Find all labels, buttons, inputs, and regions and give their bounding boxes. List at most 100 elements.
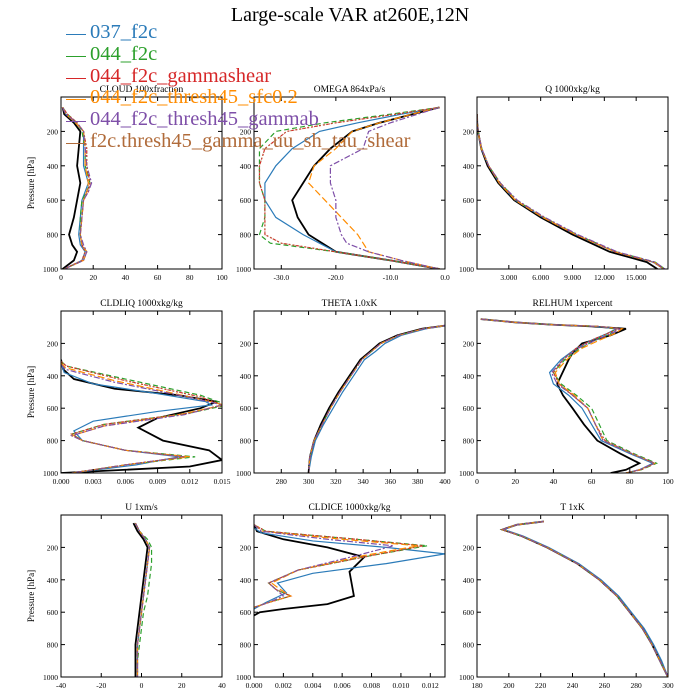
series-line [307, 324, 445, 473]
y-tick-label: 800 [463, 641, 475, 650]
y-tick-label: 1000 [459, 469, 474, 478]
panel-title: CLDLIQ 1000xkg/kg [100, 299, 183, 309]
legend-swatch [66, 99, 86, 101]
legend-label: 044_f2c [90, 42, 158, 65]
y-tick-label: 400 [240, 372, 252, 381]
y-tick-label: 200 [240, 339, 252, 348]
y-axis-label: Pressure [hPa] [26, 366, 36, 418]
y-tick-label: 400 [47, 576, 59, 585]
series-line [62, 106, 91, 269]
y-tick-label: 1000 [43, 265, 58, 274]
x-tick-label: 260 [599, 681, 611, 690]
plot-frame [60, 96, 223, 270]
series-line [307, 324, 445, 473]
series-line [61, 360, 222, 473]
y-tick-label: 400 [240, 162, 252, 171]
y-tick-label: 800 [47, 641, 59, 650]
y-tick-label: 400 [463, 372, 475, 381]
series-line [62, 107, 93, 269]
legend-label: 044_f2c_thresh45_gammab [90, 108, 319, 131]
y-tick-label: 600 [240, 404, 252, 413]
y-tick-label: 800 [240, 641, 252, 650]
y-tick-label: 200 [47, 543, 59, 552]
x-tick-label: 40 [550, 477, 558, 486]
series-line [480, 318, 657, 473]
x-tick-label: 300 [303, 477, 315, 486]
legend-label: 037_f2c [90, 21, 158, 43]
series-line [254, 524, 424, 608]
series-line [134, 522, 153, 677]
plot-frame [476, 310, 669, 474]
chart-panel: 280 300 320 340 360 380 400 200 400 600 800 1000 THE… [236, 299, 451, 486]
series-line [134, 522, 151, 677]
panel-title: T 1xK [560, 503, 585, 513]
x-tick-label: 60 [154, 273, 162, 282]
x-tick-label: -20 [96, 681, 106, 690]
legend-label: f2c.thresh45_gamma_uu_sh_tau_shear [90, 129, 411, 152]
y-tick-label: 600 [240, 196, 252, 205]
y-axis-label: Pressure [hPa] [26, 157, 36, 209]
x-tick-label: -10.0 [383, 273, 399, 282]
series-line [307, 325, 445, 473]
x-tick-label: -30.0 [273, 273, 289, 282]
x-tick-label: 380 [412, 477, 424, 486]
y-tick-label: 200 [47, 339, 59, 348]
y-tick-label: 1000 [459, 265, 474, 274]
series-line [307, 324, 445, 473]
series-line [61, 359, 222, 473]
panel-title: CLDICE 1000xkg/kg [308, 503, 390, 513]
chart-panel: 0.000 0.002 0.004 0.006 0.008 0.010 0.012 200 40… [236, 503, 446, 690]
legend-swatch [66, 77, 86, 79]
series-line [307, 324, 445, 473]
panel-title: CLOUD 100xfraction [100, 84, 184, 95]
x-tick-label: 0.008 [363, 681, 380, 690]
x-tick-label: 100 [662, 477, 674, 486]
x-tick-label: 0.006 [334, 681, 351, 690]
y-tick-label: 200 [47, 127, 59, 136]
y-tick-label: 400 [47, 372, 59, 381]
y-tick-label: 800 [463, 231, 475, 240]
x-tick-label: 100 [216, 273, 228, 282]
chart-panel: 3.000 6.000 9.000 12.000 15.000 200 400 600 800 1… [459, 85, 669, 282]
series-line [61, 364, 222, 473]
chart-panel: 0.000 0.003 0.006 0.009 0.012 0.015 200 400 600 8… [26, 299, 231, 486]
series-line [500, 520, 668, 677]
series-line [307, 324, 445, 473]
chart-panel: -40 -20 0 20 40 200 400 600 800 1000 U 1xm/s Pressu… [26, 503, 226, 690]
x-tick-label: 3.000 [500, 273, 517, 282]
x-tick-label: 0.015 [214, 477, 231, 486]
legend-label: 044_f2c_gammashear [90, 64, 272, 87]
legend-swatch [66, 55, 86, 57]
y-tick-label: 800 [463, 437, 475, 446]
x-tick-label: -40 [56, 681, 66, 690]
x-tick-label: 20 [178, 681, 186, 690]
x-tick-label: 0 [59, 273, 63, 282]
y-tick-label: 1000 [236, 469, 251, 478]
series-line [254, 524, 424, 608]
x-tick-label: 40 [122, 273, 130, 282]
x-tick-label: 180 [471, 681, 483, 690]
plot-frame [253, 96, 446, 270]
series-line [307, 106, 440, 269]
y-tick-label: 800 [240, 437, 252, 446]
x-tick-label: 280 [631, 681, 643, 690]
x-tick-label: 0.000 [246, 681, 263, 690]
series-line [480, 318, 642, 473]
x-tick-label: 340 [358, 477, 370, 486]
panel-title: RELHUM 1xpercent [533, 299, 613, 309]
x-tick-label: 0.002 [275, 681, 292, 690]
x-tick-label: 280 [276, 477, 288, 486]
x-tick-label: 200 [503, 681, 515, 690]
x-tick-label: 0.006 [117, 477, 134, 486]
series-line [500, 520, 668, 677]
series-line [254, 527, 445, 610]
series-line [480, 318, 657, 473]
y-tick-label: 1000 [43, 673, 58, 682]
x-tick-label: 0.004 [304, 681, 321, 690]
plot-frame [476, 96, 669, 270]
y-tick-label: 800 [240, 231, 252, 240]
plot-frame [476, 514, 669, 678]
series-line [477, 114, 658, 269]
x-tick-label: 20 [511, 477, 519, 486]
series-line [254, 524, 394, 608]
